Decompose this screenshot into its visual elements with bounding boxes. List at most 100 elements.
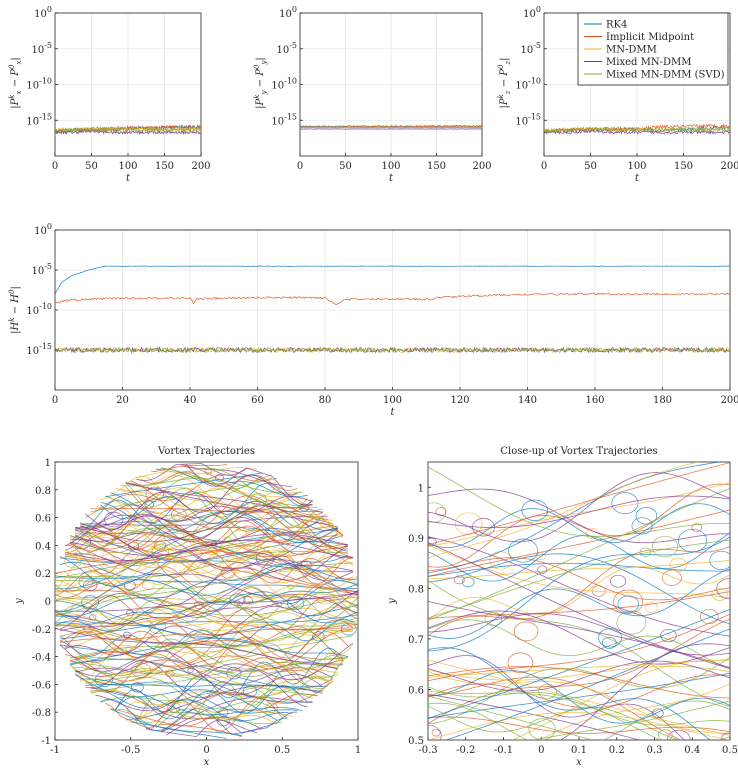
trajectory-path [55, 613, 353, 637]
trajectory-path [428, 488, 730, 621]
x-tick-label: 0 [52, 161, 58, 172]
trajectory-path [75, 532, 358, 596]
trajectory-path [75, 521, 349, 552]
trajectory-path [59, 632, 328, 682]
trajectory-path [70, 513, 328, 554]
x-tick-label: 0 [538, 745, 544, 756]
legend-label-2: MN-DMM [606, 45, 657, 56]
trajectory-path [85, 635, 353, 684]
energy-error-panel: 0 20 40 60 80 100 120 140 160 180 200 100 10-5 10-10 1… [8, 222, 738, 418]
legend-box [577, 12, 729, 86]
trajectory-path [80, 678, 303, 716]
y-tick-label: -1 [41, 736, 51, 747]
y-axis-label: |Pky − P0y| [253, 57, 268, 109]
x-tick-label: 20 [116, 395, 129, 406]
trajectory-loop [83, 624, 94, 633]
trajectory-path [428, 462, 722, 574]
trajectory-loop [287, 584, 294, 590]
trajectory-loop [104, 511, 124, 528]
y-tick-label: 10-5 [276, 41, 297, 56]
series-line-4 [54, 346, 731, 354]
y-tick-label: 10-5 [31, 41, 52, 56]
x-tick-label: 40 [184, 395, 197, 406]
trajectory-path [105, 697, 283, 732]
trajectory-loop [635, 507, 658, 525]
trajectory-loop [528, 718, 556, 740]
trajectory-path [428, 659, 730, 678]
x-tick-label: 200 [720, 161, 738, 172]
trajectory-path [428, 563, 730, 577]
y-tick-label: 0.6 [408, 685, 424, 696]
momentum-x-error-panel: 0 50 100 150 200 100 10-5 10-10 10-15 t |Pkx − P0x… [8, 5, 211, 184]
trajectory-path [428, 686, 730, 726]
trajectory-path [538, 683, 730, 740]
trajectory-path [428, 546, 730, 637]
trajectory-loop [598, 628, 622, 648]
trajectory-loop [660, 628, 677, 643]
trajectory-loop [611, 492, 639, 514]
trajectory-path [428, 482, 730, 547]
trajectory-path [55, 611, 348, 657]
trajectory-path [80, 495, 313, 533]
trajectory-loop [661, 569, 682, 586]
trajectory-loop [229, 593, 246, 607]
x-tick-label: 100 [383, 395, 402, 406]
x-tick-label: 0.2 [609, 745, 625, 756]
trajectory-path [428, 601, 730, 669]
trajectory-path [55, 604, 344, 669]
trajectory-loop [223, 536, 232, 543]
trajectory-loop [341, 622, 357, 636]
x-tick-label: 100 [627, 161, 646, 172]
trajectory-path [428, 716, 730, 734]
trajectory-path [105, 475, 263, 506]
trajectory-path [130, 467, 313, 509]
x-tick-label: 120 [450, 395, 469, 406]
trajectory-path [428, 591, 730, 619]
trajectory-loop [431, 729, 441, 737]
trajectory-path [428, 557, 730, 601]
trajectory-path [55, 623, 333, 681]
x-tick-label: 200 [191, 161, 210, 172]
trajectory-loop [508, 538, 538, 563]
trajectory-loop [127, 701, 148, 718]
trajectory-path [55, 599, 358, 632]
x-axis-label: t [635, 173, 640, 184]
x-tick-label: 0.3 [647, 745, 663, 756]
trajectory-path [428, 466, 730, 537]
x-tick-label: 0 [297, 161, 303, 172]
trajectory-path [428, 665, 730, 681]
y-tick-label: -0.6 [32, 680, 51, 691]
trajectory-path [428, 503, 730, 549]
trajectory-path [428, 660, 730, 692]
trajectory-loop [610, 574, 627, 588]
trajectory-loop [700, 608, 719, 625]
y-tick-label: 100 [34, 5, 52, 20]
y-tick-label: 100 [279, 5, 297, 20]
trajectory-path [428, 712, 730, 740]
trajectory-path [185, 463, 313, 506]
trajectory-path [85, 622, 358, 684]
trajectory-path [59, 630, 349, 664]
x-tick-label: 50 [584, 161, 597, 172]
trajectory-path [428, 647, 711, 740]
trajectory-loop [644, 602, 658, 613]
trajectory-path [90, 689, 278, 725]
trajectory-loop [153, 540, 167, 551]
trajectory-path [59, 527, 338, 578]
series-line-1 [54, 292, 731, 306]
trajectory-path [95, 642, 354, 712]
series-line-4 [543, 127, 731, 134]
trajectory-path [445, 628, 730, 740]
trajectory-path [135, 467, 258, 478]
trajectory-loop [709, 550, 730, 570]
series-line-0 [54, 265, 731, 295]
trajectory-loop [428, 502, 446, 523]
trajectory-path [75, 500, 323, 544]
legend-label-4: Mixed MN-DMM (SVD) [606, 70, 725, 81]
trajectory-path [428, 676, 682, 740]
trajectory-path [115, 647, 344, 712]
x-tick-label: -0.1 [494, 745, 513, 756]
trajectory-loop [55, 571, 71, 587]
trajectory-loop [613, 589, 644, 614]
